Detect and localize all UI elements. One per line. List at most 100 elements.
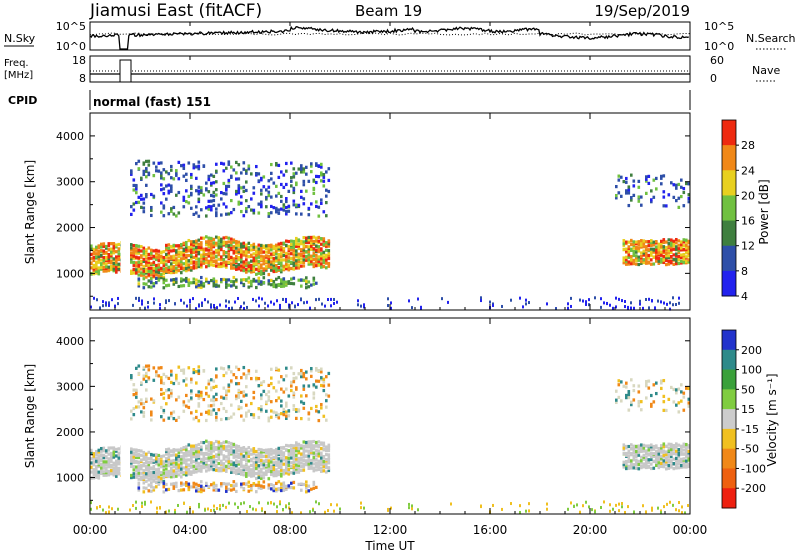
power-cell [240, 257, 243, 262]
power-cell [222, 260, 226, 264]
power-cell [142, 172, 146, 177]
velocity-cell [170, 380, 173, 385]
velocity-cell [257, 486, 261, 490]
power-cell [297, 255, 301, 259]
velocity-cell [140, 458, 143, 462]
power-cell [227, 255, 231, 259]
power-cell [160, 188, 163, 192]
velocity-cell [280, 446, 283, 450]
velocity-cell [167, 455, 171, 459]
power-cell [635, 245, 638, 249]
velocity-cell [207, 394, 211, 398]
velocity-cell [147, 473, 151, 478]
velocity-cell [662, 459, 666, 463]
power-cell [255, 172, 258, 176]
power-cell [192, 241, 196, 246]
velocity-cell [107, 457, 111, 461]
velocity-cell [132, 383, 136, 387]
velocity-cell [100, 466, 103, 470]
velocity-cell [290, 384, 293, 388]
velocity-cell [290, 366, 293, 370]
power-cell [262, 175, 266, 179]
power-cell [215, 241, 218, 245]
power-cell [137, 267, 141, 271]
velocity-cell [675, 508, 677, 512]
velocity-cell [222, 444, 226, 449]
velocity-cell [677, 387, 681, 391]
power-cell [235, 250, 238, 254]
power-cell [182, 163, 186, 167]
velocity-cell [297, 447, 301, 451]
velocity-cell [160, 379, 163, 383]
power-cell [117, 252, 121, 256]
power-cell [287, 189, 291, 193]
power-cell [147, 273, 151, 277]
velocity-cell [285, 505, 287, 509]
velocity-cell [650, 457, 653, 462]
power-cell [277, 267, 281, 271]
velocity-cell [249, 505, 251, 509]
velocity-cell [257, 376, 261, 381]
power-cell [187, 194, 191, 198]
power-cell [270, 268, 273, 272]
power-cell [192, 264, 196, 268]
velocity-cell [270, 415, 273, 419]
velocity-cell [112, 466, 116, 470]
velocity-cell [280, 404, 283, 408]
velocity-cell [655, 444, 658, 448]
power-cell [632, 250, 636, 254]
power-cell [95, 269, 98, 273]
velocity-heatmap [90, 319, 691, 515]
power-cell [152, 266, 156, 270]
power-cell [665, 240, 668, 244]
velocity-cell [310, 463, 313, 468]
velocity-cell [325, 399, 328, 403]
velocity-cell [197, 463, 201, 468]
power-cell [302, 254, 306, 258]
power-cell [112, 251, 116, 255]
velocity-cell [167, 464, 171, 468]
velocity-cell [645, 449, 648, 453]
velocity-cell [267, 416, 271, 420]
power-cell [303, 301, 305, 305]
power-cell [165, 263, 168, 267]
velocity-cell [230, 470, 233, 474]
power-cell [647, 260, 651, 264]
power-cbar-label: Power [dB] [757, 179, 771, 244]
velocity-cell [265, 454, 268, 458]
velocity-cell [290, 443, 293, 448]
velocity-cell [667, 458, 671, 462]
velocity-cell [675, 462, 678, 466]
velocity-cell [257, 447, 261, 452]
velocity-cell [632, 384, 636, 388]
power-cell [99, 306, 101, 310]
velocity-cell [292, 465, 296, 469]
power-cell [275, 194, 278, 198]
power-cell [138, 298, 140, 302]
power-cell [172, 205, 176, 210]
power-cell [230, 243, 233, 247]
power-cell [258, 296, 260, 300]
velocity-cell [145, 397, 148, 401]
power-cell [190, 257, 193, 261]
velocity-cell [322, 447, 326, 451]
power-cell [107, 260, 111, 265]
power-cell [250, 243, 253, 248]
power-cell [292, 175, 296, 179]
power-cell [212, 190, 216, 194]
velocity-cell [162, 481, 166, 485]
power-cell [200, 241, 203, 245]
velocity-cell [170, 459, 173, 463]
power-cell [325, 194, 328, 198]
power-cell [130, 271, 133, 275]
velocity-cell [160, 381, 163, 385]
power-cell [215, 211, 218, 215]
power-cell [279, 303, 281, 307]
velocity-cell [687, 454, 691, 458]
power-cell [677, 251, 681, 255]
velocity-cell [667, 466, 671, 470]
power-cell [645, 251, 648, 255]
power-cell [315, 236, 318, 240]
power-cell [187, 283, 191, 287]
power-cell [162, 168, 166, 172]
